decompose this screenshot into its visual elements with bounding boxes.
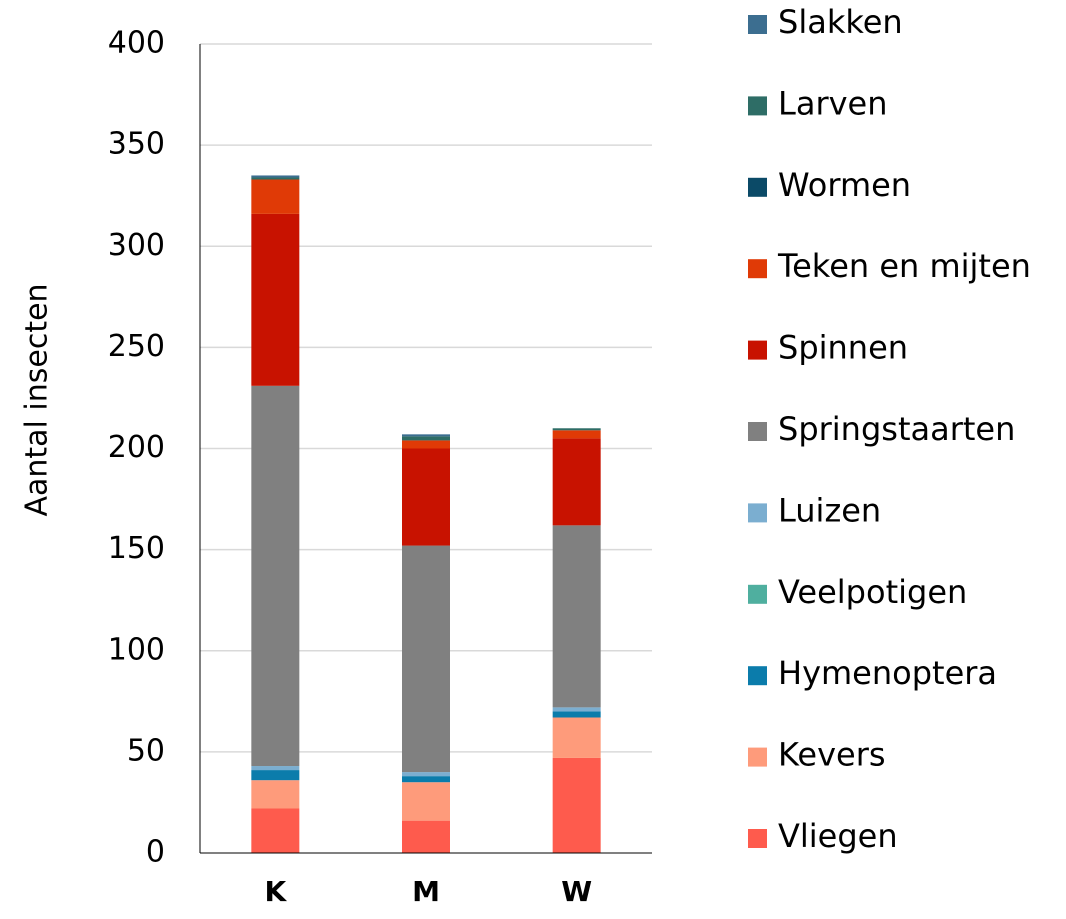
- y-tick-label: 250: [108, 329, 165, 364]
- bar-segment: [552, 757, 601, 853]
- legend-label: Larven: [778, 84, 888, 122]
- legend-swatch: [748, 666, 767, 686]
- legend-swatch: [748, 503, 767, 523]
- bar-segment: [402, 545, 450, 773]
- y-tick-label: 50: [127, 733, 165, 768]
- legend-swatch: [748, 829, 767, 848]
- y-tick-label: 400: [108, 26, 165, 61]
- legend-swatch: [748, 584, 767, 604]
- bar-segment: [402, 776, 450, 783]
- legend-label: Veelpotigen: [778, 573, 967, 611]
- bar-segment: [552, 438, 601, 526]
- x-tick-label: W: [561, 875, 592, 908]
- bar-segment: [251, 175, 300, 178]
- bar-segment: [402, 440, 450, 449]
- legend-swatch: [748, 422, 767, 441]
- bar-segment: [402, 820, 450, 853]
- legend-label: Vliegen: [778, 817, 898, 855]
- bar-segment: [251, 213, 300, 386]
- bar-segment: [552, 717, 601, 758]
- y-tick-label: 0: [146, 835, 165, 870]
- legend-label: Luizen: [778, 491, 881, 529]
- legend-swatch: [748, 340, 767, 360]
- bar-segment: [552, 707, 601, 712]
- y-tick-label: 200: [108, 430, 165, 465]
- legend-label: Slakken: [778, 3, 903, 41]
- bar-segment: [552, 711, 601, 718]
- bar-segment: [402, 448, 450, 546]
- bar-segment: [402, 436, 450, 441]
- bar-segment: [251, 770, 300, 781]
- legend-label: Kevers: [778, 736, 886, 774]
- bar-segment: [402, 782, 450, 821]
- x-tick-label: M: [412, 875, 440, 908]
- bar-segment: [251, 766, 300, 771]
- bar-segment: [402, 772, 450, 777]
- y-tick-label: 150: [108, 531, 165, 566]
- bar-segment: [552, 525, 601, 708]
- legend-label: Hymenoptera: [778, 654, 997, 692]
- bar-segment: [552, 430, 601, 439]
- bar-segment: [251, 780, 300, 809]
- y-tick-label: 300: [108, 228, 165, 263]
- y-axis-label: Aantal insecten: [20, 283, 55, 516]
- legend-swatch: [748, 177, 767, 197]
- bar-segment: [251, 177, 300, 180]
- legend-label: Teken en mijten: [777, 247, 1031, 285]
- legend-label: Wormen: [778, 166, 911, 204]
- legend-swatch: [748, 96, 767, 116]
- legend-swatch: [748, 15, 767, 34]
- bar-segment: [552, 428, 601, 431]
- legend-label: Spinnen: [778, 329, 908, 367]
- y-tick-label: 100: [108, 632, 165, 667]
- legend-swatch: [748, 747, 767, 767]
- bar-segment: [251, 179, 300, 214]
- legend-swatch: [748, 259, 767, 279]
- legend-label: Springstaarten: [778, 410, 1015, 448]
- y-tick-label: 350: [108, 127, 165, 162]
- bar-segment: [251, 808, 300, 853]
- bar-segment: [402, 434, 450, 437]
- bar-segment: [251, 385, 300, 767]
- x-tick-label: K: [264, 875, 287, 908]
